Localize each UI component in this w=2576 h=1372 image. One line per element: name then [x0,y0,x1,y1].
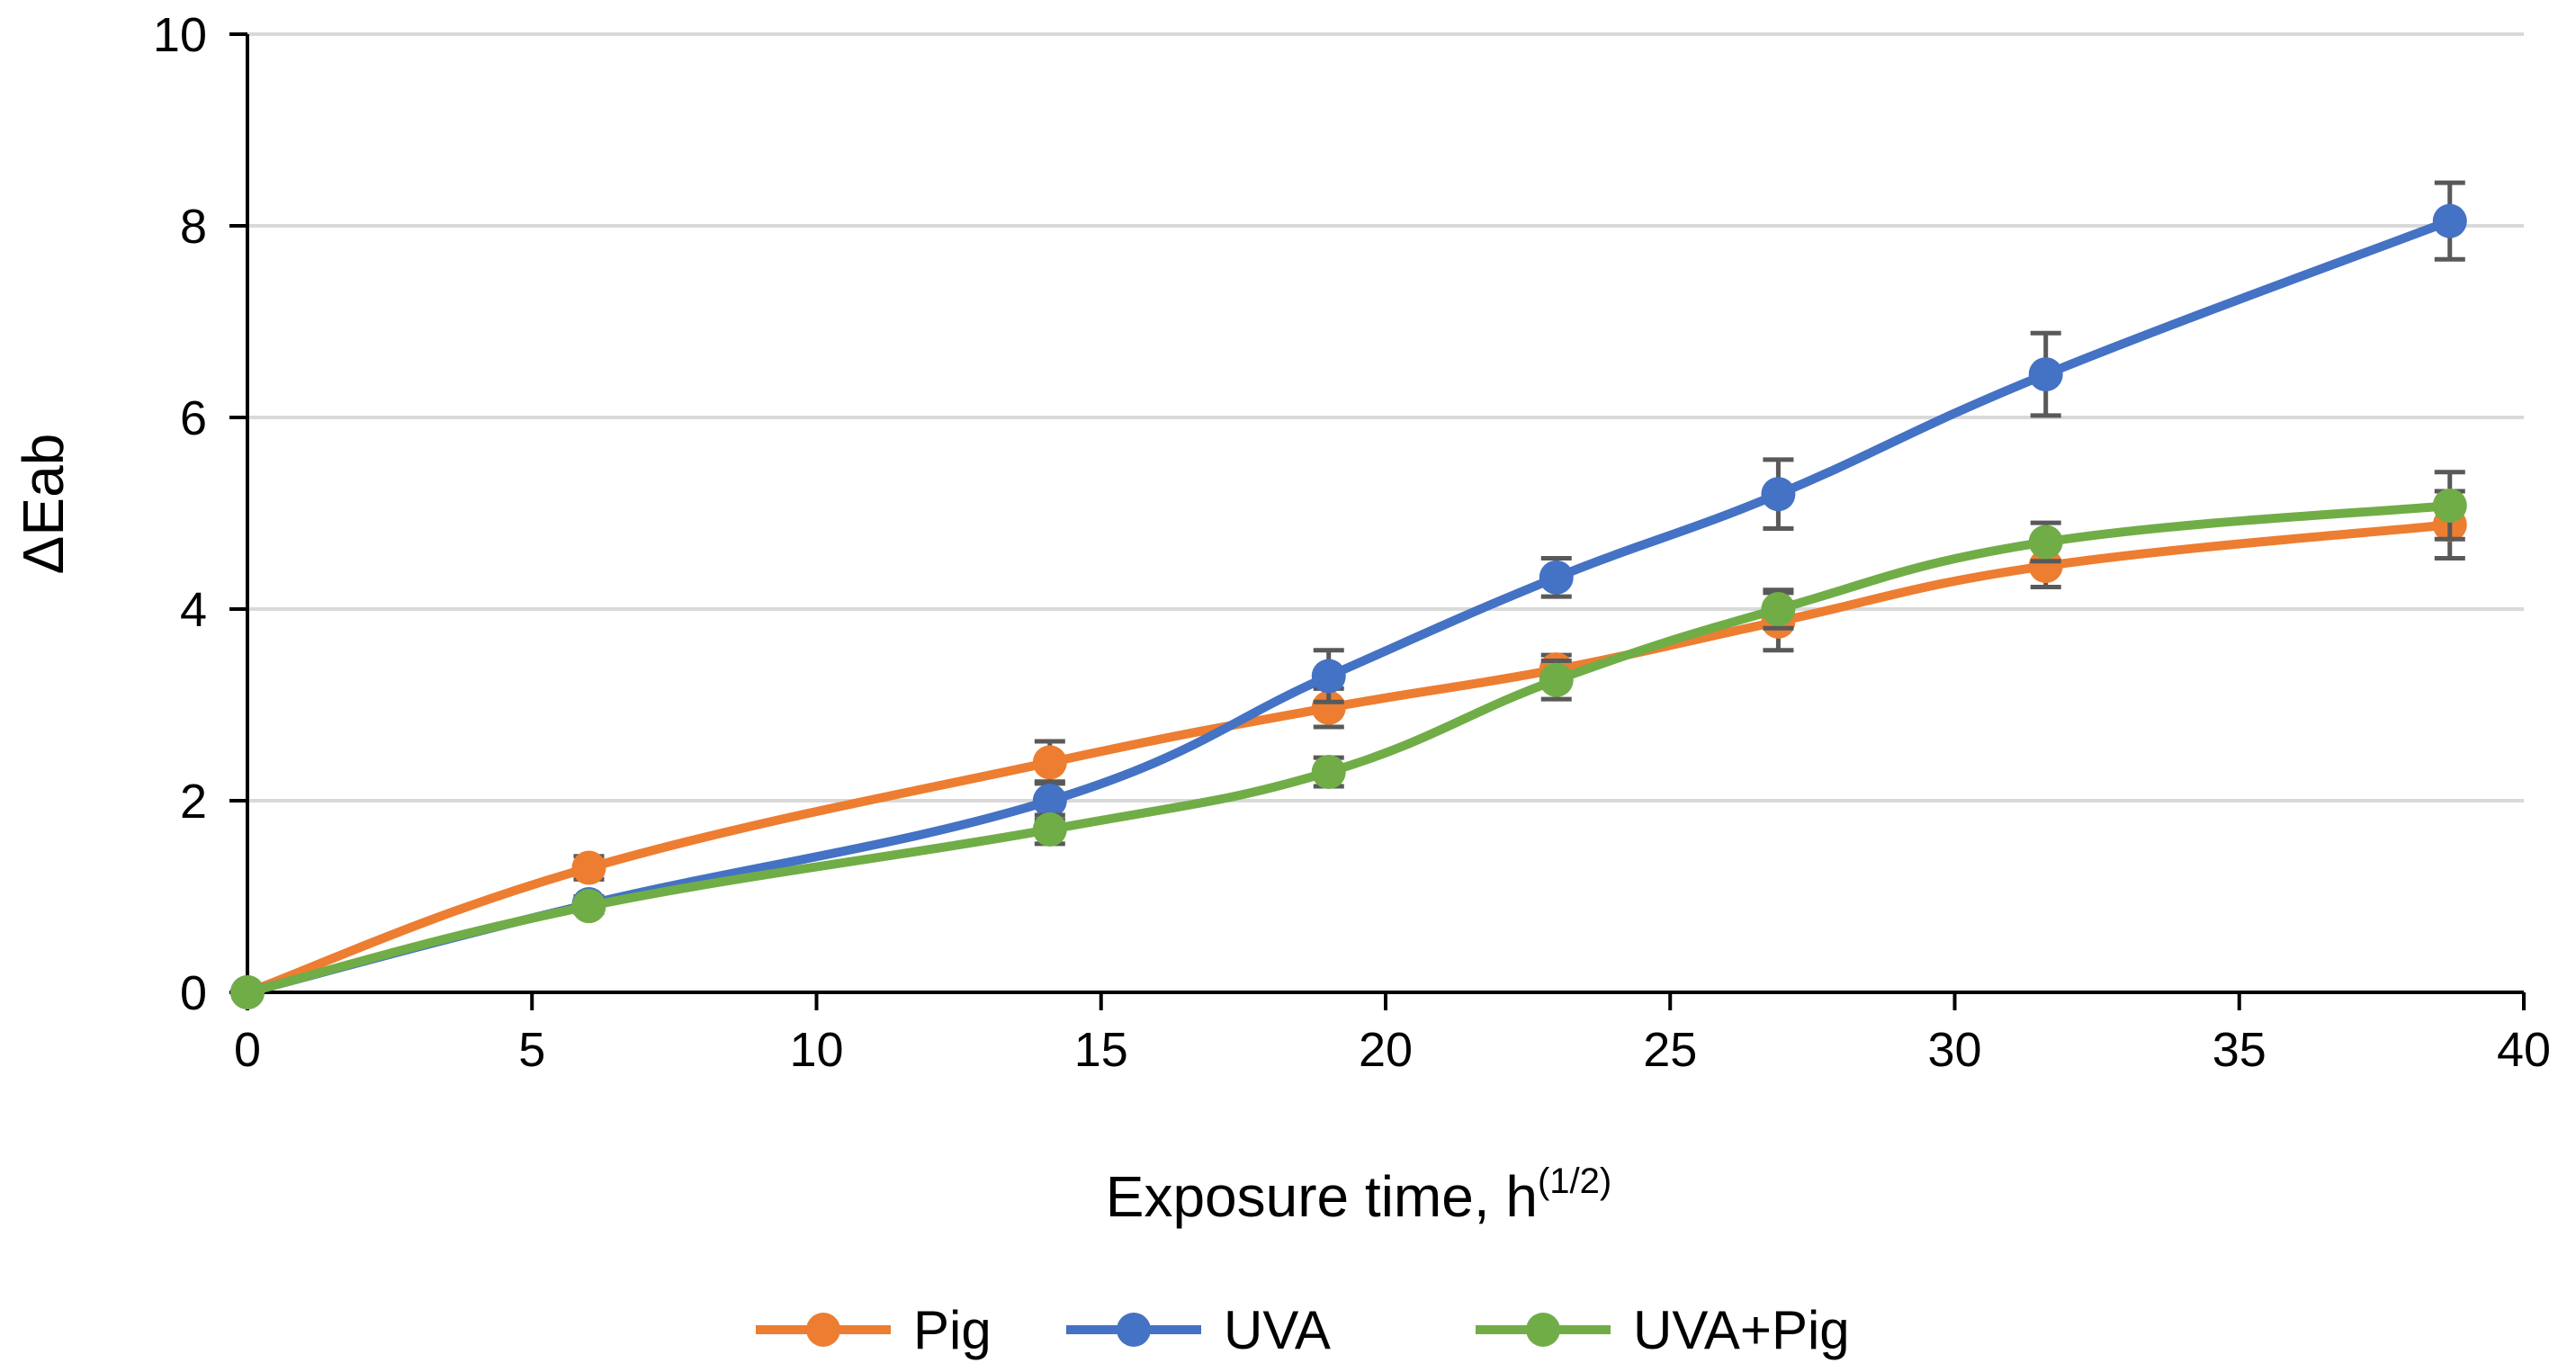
x-tick-label: 25 [1643,1023,1697,1077]
x-tick-labels: 0 5 10 15 20 25 30 35 40 [234,1023,2551,1077]
x-axis-title-superscript: (1/2) [1538,1161,1611,1201]
series-pig [230,489,2467,1009]
y-tick-labels: 0 2 4 6 8 10 [153,8,207,1020]
x-axis-title: Exposure time, h(1/2) [1106,1161,1611,1229]
series-line [243,520,2455,997]
data-point [571,889,606,924]
data-point [1311,659,1346,694]
legend-marker [1117,1313,1151,1347]
legend-label: UVA [1224,1300,1331,1360]
y-tick-label: 2 [180,775,207,829]
data-point [2432,203,2467,238]
legend-label: Pig [913,1300,992,1360]
data-point [1539,560,1574,595]
x-tick-label: 20 [1359,1023,1413,1077]
y-tick-label: 0 [180,966,207,1020]
legend-item: Pig [756,1300,992,1360]
y-tick-label: 8 [180,200,207,254]
data-point [1032,784,1067,818]
y-axis-title: ΔEab [11,434,76,575]
data-point [1761,477,1796,512]
series-uva [230,180,2467,1009]
x-tick-label: 15 [1074,1023,1128,1077]
x-tick-label: 40 [2497,1023,2551,1077]
y-tick-label: 4 [180,583,207,637]
data-point [1032,745,1067,780]
legend-label: UVA+Pig [1633,1300,1850,1360]
y-tick-label: 10 [153,8,207,62]
data-point [2432,488,2467,523]
series-uva-plus-pig [230,470,2467,1009]
y-tick-label: 6 [180,391,207,445]
x-tick-label: 0 [234,1023,261,1077]
series-line [243,500,2455,997]
legend-item: UVA+Pig [1476,1300,1850,1360]
legend-item: UVA [1066,1300,1331,1360]
x-axis-title-main: Exposure time, h [1106,1164,1538,1229]
data-point [1761,592,1796,626]
x-tick-label: 10 [789,1023,843,1077]
data-point [1311,690,1346,725]
data-point [2028,357,2063,392]
data-point [1311,755,1346,790]
data-point [2028,549,2063,584]
legend-marker [1526,1313,1560,1347]
x-tick-label: 5 [518,1023,545,1077]
data-point [230,975,265,1009]
data-point [1032,812,1067,847]
data-point [1539,662,1574,697]
legend-marker [806,1313,840,1347]
series-group [230,180,2467,1009]
legend: Pig UVA UVA+Pig [756,1300,1850,1360]
x-tick-label: 30 [1927,1023,1981,1077]
gridlines [247,32,2524,803]
data-point [2028,525,2063,560]
data-point [571,850,606,885]
x-tick-label: 35 [2212,1023,2266,1077]
